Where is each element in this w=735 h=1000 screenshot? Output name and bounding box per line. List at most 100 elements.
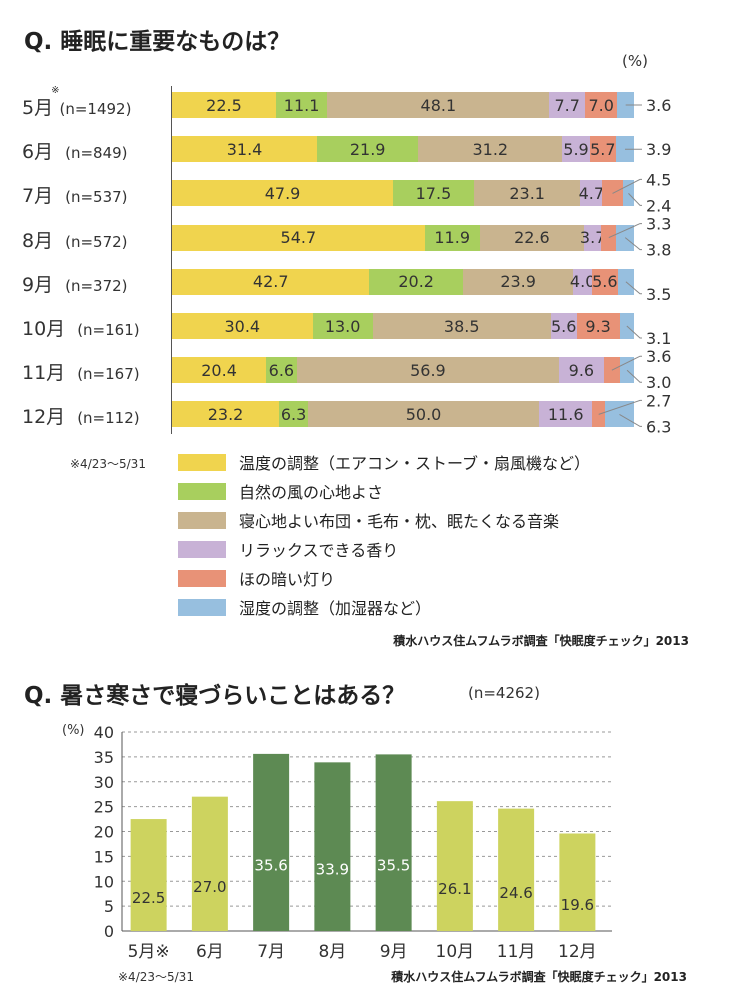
- chart1-bar-segment: 50.0: [308, 401, 539, 428]
- chart1-bar-segment: [619, 313, 634, 339]
- chart1-data-label: 5.6: [592, 272, 618, 292]
- chart1-legend-item: 湿度の調整（加湿器など）: [178, 597, 431, 618]
- chart1-data-label: 4.5: [646, 170, 671, 189]
- chart1-bar-segment: [617, 268, 634, 295]
- chart1-data-label: 30.4: [224, 316, 261, 336]
- chart1-bar-segment: 31.4: [172, 136, 318, 163]
- chart1-month-label: 9月: [22, 273, 54, 296]
- chart1-data-label: 3.3: [646, 215, 671, 234]
- chart2-ytick-label: 25: [94, 798, 114, 817]
- chart1-row-label: 10月 (n=161): [22, 314, 172, 341]
- chart1-bar-segment: 7.0: [585, 92, 618, 118]
- chart1-footnote-mark: ※: [51, 85, 60, 96]
- chart1-legend-swatch: [178, 453, 226, 471]
- chart1-month-label: 7月: [22, 185, 54, 208]
- chart1-n-label: (n=167): [77, 365, 140, 384]
- chart1-row-label: 5月※ (n=1492): [22, 85, 172, 120]
- chart1-n-label: (n=849): [65, 144, 128, 163]
- chart2-data-label: 26.1: [438, 880, 471, 898]
- chart2-ytick-label: 10: [94, 872, 114, 891]
- chart1-row-label: 7月 (n=537): [22, 181, 172, 208]
- chart2-bar: [559, 833, 596, 931]
- chart1-bar-segment: 20.2: [369, 268, 463, 295]
- chart1-data-label: 5.6: [550, 316, 577, 336]
- chart1-bar-segment: 23.9: [462, 268, 574, 295]
- chart1-bar-segment: 11.1: [275, 92, 328, 118]
- chart1-legend-swatch: [178, 511, 226, 529]
- chart1-bar-segment: 6.3: [279, 401, 309, 428]
- chart1-title: Q. 睡眠に重要なものは？: [24, 29, 291, 55]
- chart2-bar: [191, 796, 228, 931]
- chart1-legend-label: 温度の調整（エアコン・ストーブ・扇風機など）: [239, 454, 591, 473]
- chart1-data-label: 31.2: [472, 139, 509, 159]
- chart1-month-label: 8月: [22, 229, 54, 252]
- chart1-data-label: 50.0: [405, 404, 442, 424]
- chart1-data-label: 9.6: [568, 360, 595, 380]
- chart1-n-label: (n=572): [65, 232, 128, 251]
- chart1-n-label: (n=161): [77, 321, 140, 339]
- chart1-legend-item: リラックスできる香り: [178, 539, 399, 560]
- chart1-bar-segment: 54.7: [172, 224, 425, 251]
- chart1-data-label: 6.3: [646, 417, 671, 436]
- chart1-bar-segment: 30.4: [172, 313, 313, 339]
- chart1-bar-segment: 42.7: [172, 268, 370, 295]
- chart1-data-label: 4.7: [578, 183, 605, 203]
- chart2-ytick-label: 15: [94, 847, 114, 866]
- chart2-bar: [253, 753, 290, 931]
- chart1-bar-segment: [592, 401, 605, 428]
- chart1-bar-segment: 7.7: [549, 92, 586, 118]
- chart1-data-label: 31.4: [226, 139, 263, 159]
- chart2-data-label: 35.5: [377, 857, 410, 875]
- chart1-bar-segment: 5.7: [589, 136, 616, 163]
- chart2-source: 積水ハウス住ムフムラボ調査「快眠度チェック」2013: [391, 970, 687, 984]
- chart1-bar-segment: 4.0: [570, 268, 595, 295]
- chart1-bar-segment: 22.6: [479, 224, 585, 251]
- chart2-bar: [314, 762, 351, 931]
- chart1-data-label: 5.7: [590, 139, 616, 159]
- chart1-data-label: 2.4: [646, 196, 671, 215]
- chart1-bar-segment: 48.1: [327, 92, 550, 118]
- chart2-category-label: 5月※: [128, 942, 170, 962]
- chart1-axis-line: [171, 86, 172, 434]
- chart1-bar-segment: 3.7: [580, 224, 605, 251]
- chart1-data-label: 23.9: [500, 272, 536, 292]
- chart1-data-label: 3.9: [646, 140, 671, 159]
- chart1-bar-segment: 17.5: [393, 180, 474, 207]
- chart2-bar: [130, 819, 167, 931]
- chart1-bar-segment: [617, 92, 634, 118]
- chart1-data-label: 6.6: [268, 360, 295, 380]
- chart2-category-label: 6月: [196, 942, 224, 962]
- chart1-legend-item: 温度の調整（エアコン・ストーブ・扇風機など）: [178, 452, 591, 473]
- chart1-unit-label: (%): [622, 52, 648, 70]
- chart2-ytick-label: 30: [94, 773, 114, 792]
- chart1-bar-segment: 23.2: [172, 401, 280, 428]
- chart1-data-label: 23.2: [207, 404, 244, 424]
- chart1-data-label: 22.6: [514, 228, 550, 248]
- chart1-data-label: 54.7: [280, 228, 317, 248]
- chart1-data-label: 3.6: [646, 96, 671, 115]
- chart1-bar-segment: 23.1: [473, 180, 581, 207]
- chart1-data-label: 38.5: [443, 316, 480, 336]
- chart1-data-label: 2.7: [646, 391, 671, 410]
- chart2-ytick-label: 0: [104, 922, 114, 941]
- chart1-bar-segment: [622, 180, 634, 207]
- chart1-bar-segment: 22.5: [172, 92, 276, 118]
- chart1-data-label: 5.9: [563, 139, 589, 159]
- chart1-bar-segment: 21.9: [317, 136, 419, 163]
- chart1-bar-segment: 9.3: [576, 313, 620, 339]
- chart1-data-label: 20.2: [398, 272, 434, 292]
- chart1-data-label: 11.1: [283, 95, 320, 115]
- chart1-legend-label: 寝心地よい布団・毛布・枕、眠たくなる音楽: [239, 512, 560, 531]
- chart1-data-label: 3.1: [646, 329, 671, 348]
- chart1-data-label: 11.9: [434, 228, 470, 248]
- chart1-legend-label: リラックスできる香り: [239, 541, 399, 560]
- chart1-legend-swatch: [178, 598, 226, 616]
- chart2-data-label: 33.9: [316, 861, 349, 879]
- chart1-row-label: 9月 (n=372): [22, 270, 172, 297]
- chart1-data-label: 7.7: [554, 95, 580, 115]
- chart1-legend-item: ほの暗い灯り: [178, 568, 335, 589]
- chart1-data-label: 9.3: [585, 316, 611, 336]
- chart1-month-label: 10月: [22, 318, 66, 340]
- chart2-category-label: 12月: [558, 942, 597, 962]
- chart1-legend-swatch: [178, 482, 226, 500]
